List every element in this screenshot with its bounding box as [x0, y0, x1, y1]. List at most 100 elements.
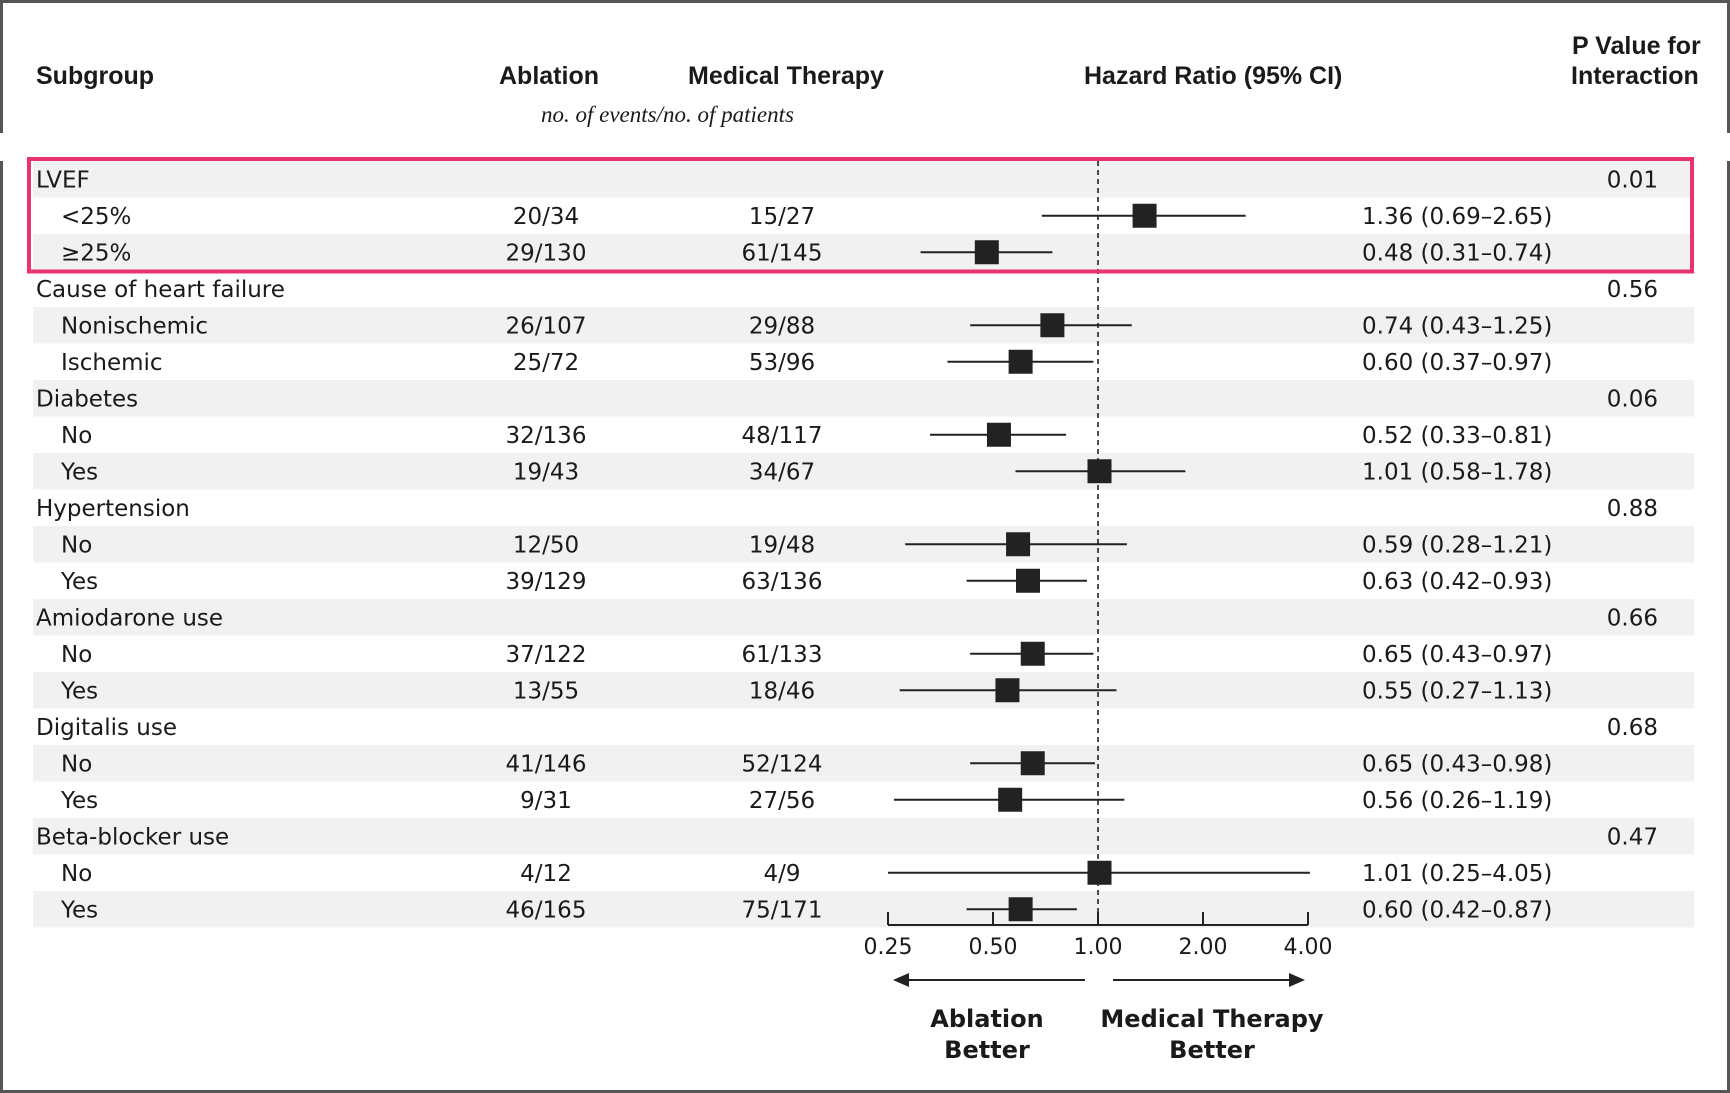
header-gap-right: [1727, 133, 1730, 161]
hazard-ratio-ci: 0.56 (0.26–1.19): [1362, 788, 1552, 814]
tick-label: 0.50: [969, 935, 1018, 960]
highlight-box: [27, 157, 1694, 274]
forest-marks: [888, 161, 1310, 925]
tick-label: 2.00: [1179, 935, 1228, 960]
hr-square: [1132, 203, 1157, 228]
header-ablation: Ablation: [499, 62, 599, 90]
ablation-events: 41/146: [506, 751, 587, 777]
group-label: LVEF: [36, 167, 90, 193]
medical-events: 61/145: [742, 240, 823, 266]
row-band: [33, 453, 1694, 490]
group-label: Cause of heart failure: [36, 277, 285, 303]
row-bands: [33, 161, 1694, 928]
hazard-ratio-ci: 0.63 (0.42–0.93): [1362, 569, 1552, 595]
row-band: [33, 234, 1694, 271]
arrow-left-head: [893, 973, 909, 987]
subgroup-label: Yes: [60, 459, 98, 485]
ablation-events: 29/130: [506, 240, 587, 266]
medical-better-line2: Better: [1169, 1036, 1255, 1064]
p-value: 0.01: [1607, 167, 1658, 193]
group-label: Digitalis use: [36, 715, 177, 741]
ablation-events: 20/34: [513, 204, 579, 230]
group-label: Hypertension: [36, 496, 190, 522]
medical-events: 34/67: [749, 459, 815, 485]
medical-better-line1: Medical Therapy: [1100, 1005, 1324, 1033]
medical-events: 48/117: [742, 423, 823, 449]
row-band: [33, 307, 1694, 344]
medical-events: 4/9: [763, 861, 800, 887]
medical-events: 53/96: [749, 350, 815, 376]
header-events-note: no. of events/no. of patients: [541, 102, 794, 127]
x-axis: 0.25 0.50 1.00 2.00 4.00: [864, 912, 1333, 960]
hazard-ratio-ci: 0.65 (0.43–0.97): [1362, 642, 1552, 668]
hr-square: [1016, 568, 1041, 593]
hazard-ratio-ci: 0.60 (0.37–0.97): [1362, 350, 1552, 376]
hazard-ratio-ci: 1.01 (0.58–1.78): [1362, 459, 1552, 485]
hr-square: [1008, 349, 1033, 374]
ablation-events: 19/43: [513, 459, 579, 485]
hazard-ratio-ci: 0.52 (0.33–0.81): [1362, 423, 1552, 449]
header-subgroup: Subgroup: [36, 62, 155, 90]
hr-square: [986, 422, 1011, 447]
group-label: Diabetes: [36, 386, 138, 412]
row-band: [33, 745, 1694, 782]
row-band: [33, 672, 1694, 709]
hazard-ratio-ci: 0.59 (0.28–1.21): [1362, 532, 1552, 558]
hr-square: [1008, 897, 1033, 922]
row-band: [33, 891, 1694, 928]
subgroup-label: Nonischemic: [61, 313, 208, 339]
hazard-ratio-ci: 0.55 (0.27–1.13): [1362, 678, 1552, 704]
subgroup-label: Yes: [60, 788, 98, 814]
subgroup-label: No: [61, 532, 92, 558]
hr-square: [998, 787, 1023, 812]
medical-events: 15/27: [749, 204, 815, 230]
hazard-ratio-ci: 1.36 (0.69–2.65): [1362, 204, 1552, 230]
header-pvalue-line2: Interaction: [1571, 62, 1699, 90]
medical-events: 18/46: [749, 678, 815, 704]
hazard-ratio-ci: 0.74 (0.43–1.25): [1362, 313, 1552, 339]
direction-labels: Ablation Better Medical Therapy Better: [893, 973, 1324, 1064]
group-label: Beta-blocker use: [36, 824, 229, 850]
row-band: [33, 599, 1694, 636]
p-value: 0.66: [1607, 605, 1658, 631]
frame-top-border: [0, 0, 1730, 3]
hr-square: [974, 240, 999, 265]
medical-events: 75/171: [742, 897, 823, 923]
hazard-ratio-ci: 0.48 (0.31–0.74): [1362, 240, 1552, 266]
row-band: [33, 380, 1694, 417]
p-value: 0.56: [1607, 277, 1658, 303]
hazard-ratio-ci: 1.01 (0.25–4.05): [1362, 861, 1552, 887]
subgroup-label: Yes: [60, 678, 98, 704]
row-band: [33, 818, 1694, 855]
header-gap-left: [0, 133, 3, 161]
p-value: 0.47: [1607, 824, 1658, 850]
medical-events: 19/48: [749, 532, 815, 558]
ablation-events: 25/72: [513, 350, 579, 376]
subgroup-label: No: [61, 751, 92, 777]
hr-square: [1040, 313, 1065, 338]
tick-label: 4.00: [1284, 935, 1333, 960]
tick-label: 1.00: [1074, 935, 1123, 960]
p-value: 0.68: [1607, 715, 1658, 741]
row-texts: LVEF 0.01 <25% 20/34 15/27 1.36 (0.69–2.65) ≥2…: [36, 167, 1658, 923]
subgroup-label: Ischemic: [61, 350, 163, 376]
hazard-ratio-ci: 0.65 (0.43–0.98): [1362, 751, 1552, 777]
hr-square: [1087, 459, 1112, 484]
hazard-ratio-ci: 0.60 (0.42–0.87): [1362, 897, 1552, 923]
subgroup-label: Yes: [60, 569, 98, 595]
subgroup-label: Yes: [60, 897, 98, 923]
medical-events: 61/133: [742, 642, 823, 668]
medical-events: 27/56: [749, 788, 815, 814]
subgroup-label: <25%: [61, 204, 131, 230]
medical-events: 63/136: [742, 569, 823, 595]
header-medical-therapy: Medical Therapy: [688, 62, 884, 90]
subgroup-label: ≥25%: [61, 240, 131, 266]
tick-label: 0.25: [864, 935, 913, 960]
subgroup-label: No: [61, 423, 92, 449]
ablation-events: 39/129: [506, 569, 587, 595]
ablation-better-line1: Ablation: [930, 1005, 1043, 1033]
ablation-events: 46/165: [506, 897, 587, 923]
ablation-events: 26/107: [506, 313, 587, 339]
header-hazard-ratio: Hazard Ratio (95% CI): [1084, 62, 1343, 90]
